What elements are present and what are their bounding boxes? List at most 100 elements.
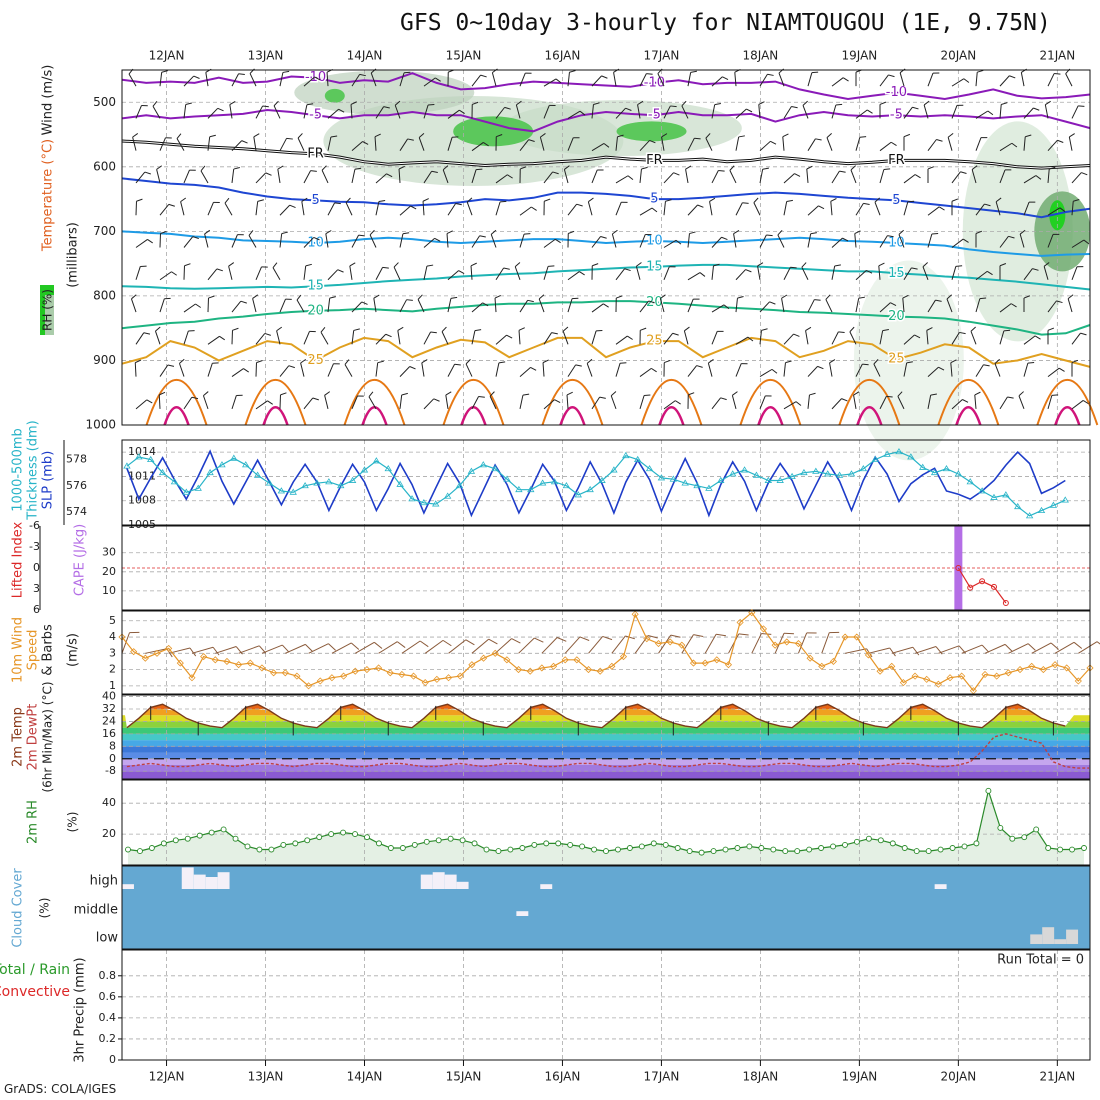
thickness-marker [764, 476, 773, 483]
wind-barb [231, 168, 235, 184]
wind-barb [807, 394, 810, 409]
wind10-marker [235, 661, 243, 669]
wind-barb-flag [374, 133, 381, 138]
day-label-top: 19JAN [841, 49, 877, 63]
wind-barb [1047, 395, 1053, 410]
rh-marker [925, 848, 932, 855]
wind-barb-flag [143, 332, 151, 335]
wind10-marker [923, 675, 931, 683]
wind-barb [999, 236, 1009, 248]
wind-barb [445, 394, 449, 409]
cloud-high-bar [181, 867, 194, 889]
wind-barb-flag [265, 172, 272, 176]
thickness-marker [776, 476, 784, 483]
thickness-tick-label: 576 [66, 479, 87, 492]
wind10-barb [891, 646, 914, 654]
rh-marker [615, 846, 621, 853]
thickness-marker [942, 464, 951, 472]
wind-barb [951, 266, 957, 280]
wind-barb [351, 141, 363, 152]
wind-barb [518, 330, 521, 345]
wind-barb [447, 298, 452, 313]
pressure-tick-label: 700 [93, 224, 116, 238]
rh-marker [746, 843, 753, 850]
wind-barb-flag [528, 139, 535, 142]
wind-barb-flag [431, 170, 438, 173]
wind-barb [899, 72, 905, 87]
wind-barb [711, 76, 723, 87]
wind-barb-flag [938, 366, 945, 371]
wind10-barb [564, 636, 581, 654]
wind-barb-flag [723, 304, 730, 310]
wind-barb-flag [1071, 359, 1079, 364]
wind-barb-flag [897, 391, 903, 397]
wind-barb-flag [288, 365, 295, 369]
wind-barb-flag [393, 262, 399, 268]
wind10-marker [701, 659, 709, 667]
wind-barb-flag [147, 239, 153, 244]
wind-barb [229, 104, 233, 119]
wind10-barb [1008, 643, 1029, 654]
rh-marker [985, 787, 992, 794]
wind-tick-label: 3 [109, 646, 116, 659]
wind10-barb-flag [189, 647, 197, 657]
wind-barb-flag [999, 263, 1007, 267]
wind-barb [207, 107, 219, 119]
wind-barb-flag [1018, 391, 1024, 397]
wind-barb-flag [219, 335, 225, 341]
wind-barb [999, 396, 1008, 410]
wind-barb [753, 202, 761, 216]
rh-marker [1021, 834, 1028, 841]
wind-barb [782, 136, 785, 151]
wind-barb-flag [314, 76, 321, 81]
wind-barb [255, 266, 262, 280]
thickness-marker [123, 462, 131, 469]
wind-barb [687, 137, 695, 151]
isotherm-label: 10 [307, 235, 324, 250]
wind10-marker [771, 641, 779, 649]
isotherm-label: 15 [307, 279, 324, 294]
rh-tick-label: 20 [102, 827, 116, 840]
wind-barb-flag [912, 106, 919, 110]
wind-barb [567, 271, 580, 281]
wind-barb [279, 365, 290, 377]
rh-marker [531, 841, 538, 848]
wind-barb [807, 72, 813, 87]
wind-barb [735, 269, 746, 281]
thickness-marker [645, 464, 654, 472]
wind-barb [639, 234, 646, 248]
wind-barb [375, 106, 385, 119]
thickness-marker [1049, 501, 1058, 508]
wind10-barb-flag [693, 634, 704, 637]
wind-barb [470, 265, 473, 280]
wind-barb [397, 330, 401, 345]
wind-barb-flag [479, 235, 486, 238]
wind10-marker [375, 664, 383, 672]
wind-barb-flag [459, 109, 465, 115]
wind-barb-flag [1080, 332, 1087, 336]
wind10-barb [961, 644, 983, 654]
wind-barb-flag [155, 326, 161, 332]
isotherm-label: -10 [886, 85, 907, 100]
wind10-marker [526, 667, 534, 675]
wind-barb-flag [795, 401, 802, 406]
lifted-index-marker [955, 565, 962, 571]
wind-barb [519, 72, 526, 87]
wind10-marker [724, 661, 733, 669]
wind-barb [825, 299, 833, 313]
wind-barb [494, 298, 497, 313]
wind10-marker [1051, 661, 1059, 669]
thickness-tick-label: 574 [66, 505, 87, 518]
wind-barb [927, 233, 933, 248]
wind-barb-flag [1047, 327, 1055, 331]
rh-marker [519, 845, 526, 851]
wind-barb [566, 394, 569, 409]
wind10-barb [611, 635, 626, 654]
wind-barb-flag [714, 103, 721, 106]
thickness-marker [930, 468, 939, 476]
wind-barb [272, 267, 281, 281]
wind-barb-flag [931, 232, 939, 235]
wind-barb [781, 298, 785, 313]
wind-barb-flag [361, 301, 368, 305]
wind10-barb-flag [212, 646, 220, 656]
